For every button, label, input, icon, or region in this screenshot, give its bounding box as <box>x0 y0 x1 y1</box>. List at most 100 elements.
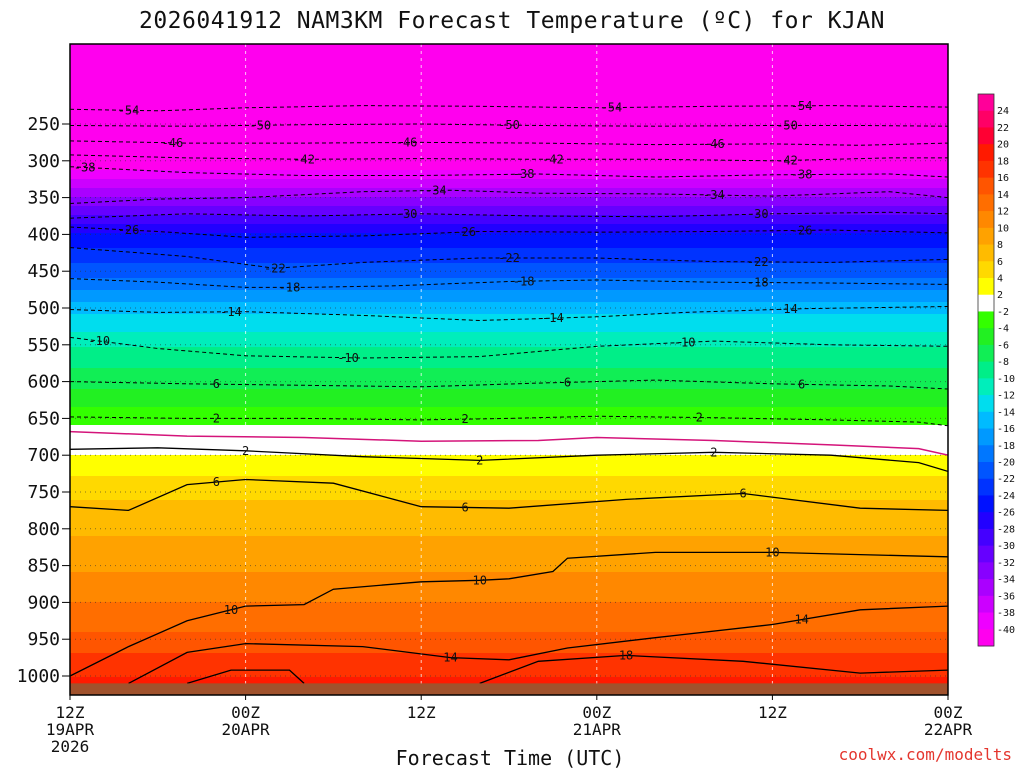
temperature-band <box>70 530 948 534</box>
temperature-band <box>70 638 948 642</box>
colorbar-swatch <box>978 579 994 597</box>
temperature-band <box>70 332 948 336</box>
temperature-band <box>70 455 948 459</box>
temperature-band <box>70 617 948 621</box>
colorbar-swatch <box>978 545 994 563</box>
temperature-band <box>70 359 948 363</box>
temperature-band <box>70 317 948 321</box>
temperature-band <box>70 272 948 276</box>
y-tick-label: 650 <box>27 408 60 429</box>
temperature-band <box>70 476 948 480</box>
temperature-band <box>70 143 948 147</box>
temperature-band <box>70 626 948 630</box>
temperature-band <box>70 194 948 198</box>
contour-line <box>70 478 948 512</box>
contour-line <box>70 447 948 473</box>
temperature-band <box>70 293 948 297</box>
temperature-band <box>70 674 948 678</box>
contour-label: 10 <box>224 603 238 617</box>
temperature-band <box>70 164 948 168</box>
temperature-band <box>70 614 948 618</box>
colorbar-tick-label: -38 <box>997 608 1015 619</box>
temperature-band <box>70 305 948 309</box>
temperature-band <box>70 119 948 123</box>
temperature-band <box>70 80 948 84</box>
temperature-band <box>70 650 948 654</box>
temperature-band <box>70 368 948 372</box>
temperature-band <box>70 623 948 627</box>
temperature-band <box>70 89 948 93</box>
colorbar-swatch <box>978 127 994 145</box>
temperature-band <box>70 314 948 318</box>
colorbar-swatch <box>978 495 994 513</box>
colorbar-swatch <box>978 629 994 647</box>
colorbar-swatch <box>978 194 994 212</box>
contour-label: 10 <box>473 573 487 587</box>
colorbar-swatch <box>978 311 994 329</box>
temperature-band <box>70 644 948 648</box>
contour-label: -22 <box>498 251 520 265</box>
temperature-band <box>70 203 948 207</box>
temperature-band <box>70 173 948 177</box>
temperature-band <box>70 536 948 540</box>
contour-label: -50 <box>249 118 271 132</box>
temperature-band <box>70 227 948 231</box>
temperature-band <box>70 401 948 405</box>
temperature-band <box>70 395 948 399</box>
colorbar-tick-label: -22 <box>997 474 1015 485</box>
temperature-band <box>70 548 948 552</box>
colorbar-tick-label: 22 <box>997 123 1009 134</box>
temperature-band <box>70 278 948 282</box>
contour-label: -54 <box>601 101 623 115</box>
temperature-band <box>70 593 948 597</box>
temperature-band <box>70 590 948 594</box>
temperature-band <box>70 470 948 474</box>
temperature-band <box>70 410 948 414</box>
y-axis-ticks: 250 300 350 400 450 500 550 600 650 700 750 800 850 9… <box>17 114 70 687</box>
plot-frame <box>69 43 949 696</box>
temperature-band <box>70 392 948 396</box>
y-tick-label: 450 <box>27 261 60 282</box>
contour-label: 18 <box>619 648 633 662</box>
temperature-band <box>70 554 948 558</box>
temperature-band <box>70 176 948 180</box>
temperature-band <box>70 491 948 495</box>
contour-line <box>70 211 948 219</box>
temperature-band <box>70 524 948 528</box>
contour-label: -34 <box>425 183 447 197</box>
temperature-band <box>70 260 948 264</box>
temperature-band <box>70 599 948 603</box>
temperature-band <box>70 566 948 570</box>
colorbar-swatch <box>978 612 994 630</box>
contour-label: -38 <box>74 160 96 174</box>
temperature-band <box>70 533 948 537</box>
colorbar-swatch <box>978 160 994 179</box>
contour-label: -30 <box>396 207 418 221</box>
temperature-band <box>70 197 948 201</box>
temperature-band <box>70 335 948 339</box>
temperature-band <box>70 632 948 636</box>
colorbar-swatch <box>978 144 994 162</box>
temperature-band <box>70 602 948 606</box>
temperature-band <box>70 677 948 681</box>
colorbar-tick-label: 24 <box>997 106 1009 117</box>
contour-label: -10 <box>674 335 696 349</box>
temperature-band <box>70 539 948 543</box>
contour-label: 14 <box>443 651 457 665</box>
contour-line <box>186 669 305 685</box>
colorbar-swatch <box>978 512 994 530</box>
x-tick-label: 12Z <box>758 703 787 722</box>
y-tick-label: 900 <box>27 592 60 613</box>
temperature-band <box>70 269 948 273</box>
colorbar-tick-label: -40 <box>997 625 1015 636</box>
temperature-band <box>70 551 948 555</box>
temperature-band <box>70 521 948 525</box>
colorbar-tick-label: -20 <box>997 458 1015 469</box>
contour-label: 2 <box>213 411 220 425</box>
y-tick-label: 250 <box>27 114 60 135</box>
temperature-band <box>70 170 948 174</box>
colorbar-tick-label: 20 <box>997 140 1009 151</box>
temperature-band <box>70 608 948 612</box>
temperature-band <box>70 128 948 132</box>
y-tick-label: 300 <box>27 151 60 172</box>
